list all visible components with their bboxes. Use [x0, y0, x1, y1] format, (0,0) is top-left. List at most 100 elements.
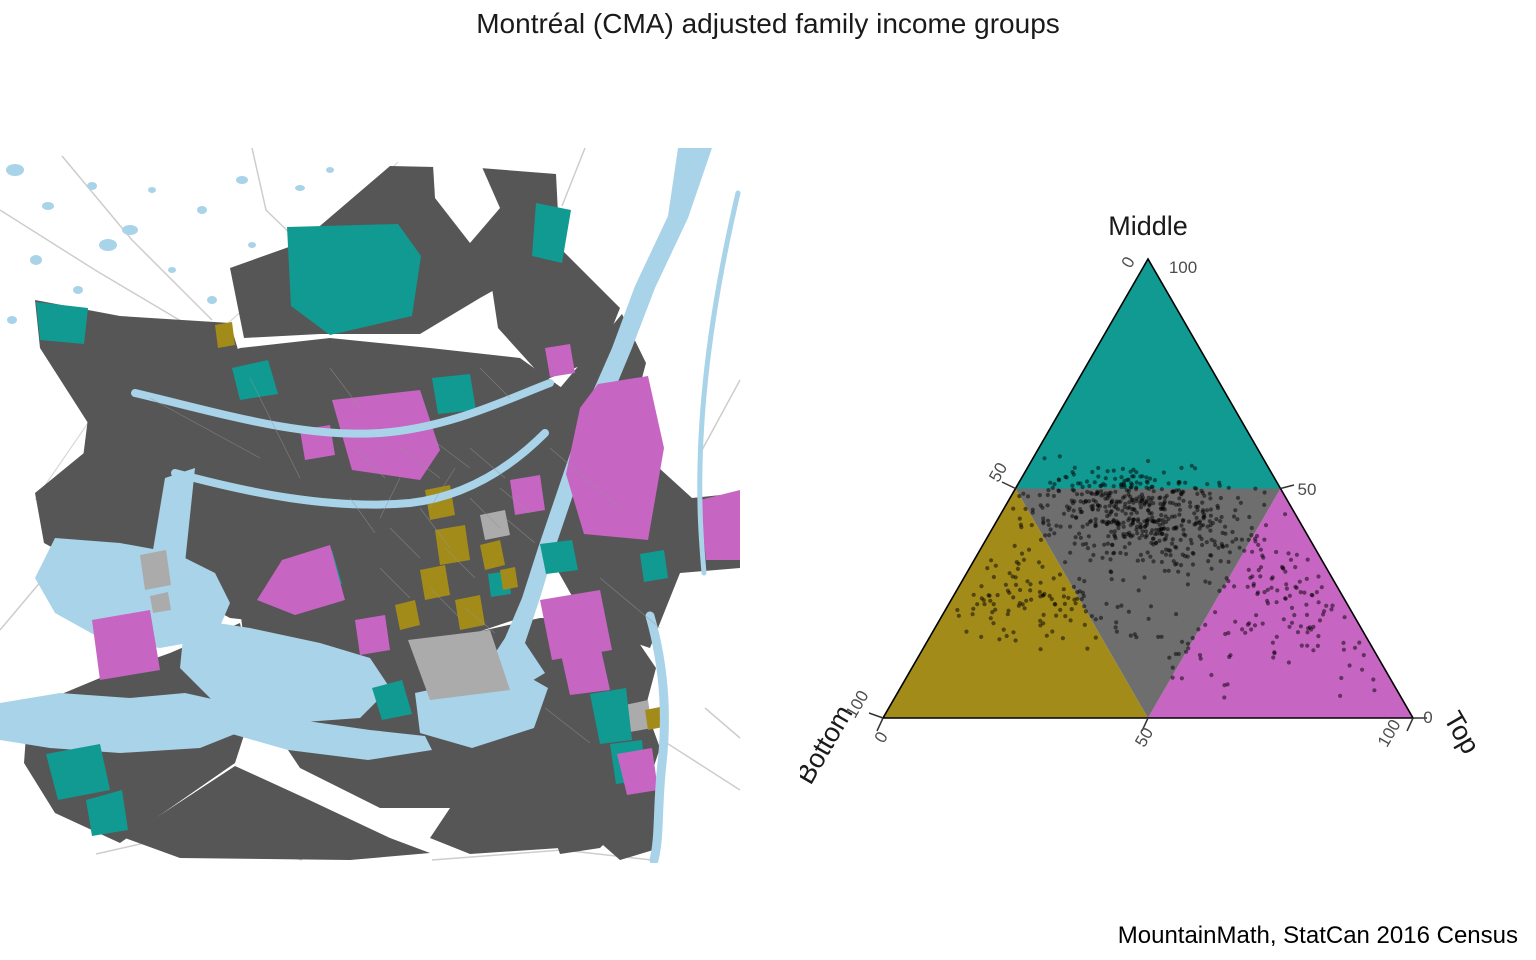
data-point [1014, 560, 1019, 565]
data-point [1271, 655, 1276, 660]
data-point [1304, 576, 1309, 581]
data-point [1110, 542, 1115, 548]
data-point [1125, 477, 1130, 483]
data-point [1299, 643, 1304, 648]
data-point [1138, 505, 1143, 510]
data-point [1011, 595, 1016, 600]
data-point [1087, 483, 1092, 489]
data-point [1113, 476, 1118, 481]
data-point [1220, 544, 1226, 549]
data-point [1063, 614, 1068, 619]
tick-bottom-right-outer: 0 [1423, 708, 1432, 727]
data-point [1154, 520, 1159, 525]
data-point [1017, 516, 1022, 521]
data-point [1287, 624, 1292, 629]
data-point [1187, 519, 1192, 524]
data-point [1262, 590, 1267, 595]
data-point [1103, 504, 1108, 509]
data-point [1246, 567, 1251, 572]
data-point [1135, 531, 1140, 536]
data-point [1093, 635, 1098, 640]
data-point [1305, 557, 1310, 562]
data-point [1166, 516, 1171, 521]
data-point [1152, 478, 1157, 483]
data-point [1017, 494, 1022, 499]
data-point [1113, 505, 1119, 510]
data-point [1167, 500, 1172, 505]
data-point [1163, 552, 1169, 557]
data-point [1121, 578, 1126, 583]
data-point [1295, 630, 1301, 635]
data-point [1089, 614, 1094, 619]
data-point [1037, 589, 1042, 595]
data-point [1234, 537, 1239, 542]
data-point [1148, 498, 1153, 503]
data-point [1170, 665, 1175, 670]
data-point [1274, 600, 1279, 605]
data-point [1149, 518, 1154, 523]
data-point [1146, 616, 1151, 621]
data-point [1330, 603, 1335, 608]
data-point [1163, 536, 1168, 541]
data-point [1118, 550, 1123, 555]
data-point [1166, 481, 1171, 486]
data-point [1222, 695, 1227, 700]
data-point [1157, 517, 1162, 523]
data-point [1126, 488, 1131, 493]
data-point [1176, 569, 1181, 574]
data-point [1174, 488, 1179, 493]
data-point [1289, 620, 1295, 625]
data-point [1030, 507, 1035, 512]
data-point [1011, 506, 1016, 511]
data-point [1126, 492, 1131, 497]
data-point [1274, 549, 1279, 555]
data-point [1052, 602, 1057, 607]
data-point [1204, 508, 1210, 513]
tick-apex-right: 100 [1169, 258, 1197, 277]
data-point [1021, 491, 1026, 496]
data-point [979, 596, 984, 601]
data-point [1015, 566, 1020, 571]
data-point [1201, 514, 1206, 519]
data-point [1051, 493, 1056, 499]
data-point [1149, 540, 1154, 545]
data-point [1298, 624, 1303, 629]
data-point [1026, 547, 1032, 552]
data-point [1249, 533, 1254, 538]
data-point [1151, 489, 1156, 494]
data-point [1311, 624, 1316, 629]
data-point [1125, 506, 1131, 511]
data-point [1316, 600, 1321, 605]
data-point [1024, 598, 1029, 603]
data-point [1233, 508, 1238, 513]
data-point [1262, 490, 1267, 495]
data-point [1275, 588, 1280, 593]
data-point [989, 558, 994, 563]
data-point [1091, 552, 1096, 558]
data-point [1077, 531, 1082, 536]
data-point [1080, 542, 1085, 547]
data-point [1186, 646, 1191, 651]
data-point [1121, 534, 1126, 539]
data-point [1046, 522, 1051, 527]
data-point [1018, 587, 1023, 593]
data-point [1062, 601, 1067, 606]
data-point [1105, 469, 1110, 474]
data-point [1130, 474, 1135, 479]
data-point [1028, 588, 1033, 593]
data-point [1284, 582, 1289, 587]
data-point [991, 574, 996, 580]
data-point [1272, 651, 1277, 656]
data-point [1171, 559, 1176, 564]
data-point [1183, 480, 1188, 485]
data-point [1142, 575, 1147, 580]
data-point [1045, 503, 1050, 508]
data-point [1144, 475, 1149, 480]
data-point [1013, 582, 1019, 587]
data-point [1128, 485, 1133, 490]
data-point [1174, 612, 1179, 617]
data-point [1319, 585, 1324, 590]
data-point [1086, 499, 1092, 504]
data-point [1041, 519, 1046, 524]
data-point [1161, 470, 1166, 475]
